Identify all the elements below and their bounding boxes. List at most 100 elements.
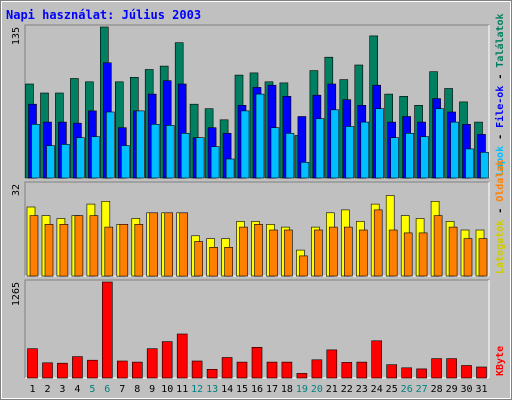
bar-lapok-day-19 <box>300 162 310 179</box>
bar-lapok-day-15 <box>240 110 250 179</box>
chart-panel-3: 1265 KByte <box>11 279 506 379</box>
bar-oldalak-day-24 <box>373 209 383 277</box>
bar-kbyte-day-22 <box>341 362 353 379</box>
bar-kbyte-day-19 <box>296 373 308 379</box>
bar-kbyte-day-27 <box>416 368 427 379</box>
legend-text: Látogatók - Oldalak <box>494 160 506 274</box>
x-tick-label: 10 <box>161 384 173 395</box>
bar-kbyte-day-13 <box>206 368 218 379</box>
legend-entry: File-ok <box>494 86 506 128</box>
x-tick-label: 19 <box>296 384 308 395</box>
bar-oldalak-day-3 <box>59 224 69 277</box>
legend-separator: - <box>495 202 506 220</box>
legend-separator: - <box>495 128 506 146</box>
x-tick-label: 27 <box>416 384 428 395</box>
x-tick-label: 29 <box>446 384 458 395</box>
legend-entry: Oldalak <box>495 160 506 202</box>
x-tick-label: 17 <box>266 384 278 395</box>
bar-oldalak-day-7 <box>119 224 129 277</box>
x-tick-label: 26 <box>401 384 413 395</box>
bar-oldalak-day-20 <box>314 229 323 277</box>
bar-oldalak-day-12 <box>194 241 203 277</box>
bar-lapok-day-20 <box>315 118 325 179</box>
bar-lapok-day-10 <box>165 125 175 179</box>
chart-title: Napi használat: Július 2003 <box>6 8 201 22</box>
legend-entry: Látogatók <box>494 220 506 274</box>
bar-oldalak-day-17 <box>269 229 278 277</box>
bar-lapok-day-7 <box>121 145 130 179</box>
bar-oldalak-day-26 <box>403 232 413 277</box>
x-tick-label: 13 <box>206 384 218 395</box>
bar-oldalak-day-8 <box>134 224 144 277</box>
bar-oldalak-day-18 <box>284 229 293 277</box>
bar-kbyte-day-8 <box>132 361 143 379</box>
bar-kbyte-day-2 <box>42 362 53 379</box>
bar-lapok-day-30 <box>465 148 474 179</box>
bar-oldalak-day-19 <box>299 255 308 277</box>
bar-oldalak-day-10 <box>164 212 173 277</box>
bar-kbyte-day-9 <box>146 348 158 379</box>
bar-lapok-day-18 <box>285 133 295 179</box>
bar-kbyte-day-4 <box>72 356 83 379</box>
legend-text: Lapok - File-ok - Találatok <box>494 13 506 176</box>
x-tick-label: 14 <box>221 384 233 395</box>
bar-lapok-day-22 <box>345 126 355 179</box>
bar-kbyte-day-12 <box>191 360 203 379</box>
bar-lapok-day-11 <box>180 133 190 179</box>
legend-entry: Lapok <box>495 146 506 176</box>
bar-lapok-day-1 <box>31 124 40 179</box>
bar-lapok-day-3 <box>61 144 70 179</box>
x-tick-label: 16 <box>251 384 263 395</box>
bar-oldalak-day-11 <box>179 212 188 277</box>
bar-oldalak-day-4 <box>74 215 84 277</box>
legend-entry: Találatok <box>494 13 506 67</box>
x-tick-label: 18 <box>281 384 293 395</box>
bar-lapok-day-9 <box>150 124 160 179</box>
bar-lapok-day-8 <box>136 110 145 179</box>
x-tick-label: 8 <box>134 384 140 395</box>
bar-lapok-day-12 <box>195 137 205 179</box>
y-max-label: 1265 <box>11 282 22 306</box>
bar-kbyte-day-29 <box>446 358 457 379</box>
bar-kbyte-day-17 <box>266 361 278 379</box>
bar-lapok-day-23 <box>360 121 370 179</box>
bar-oldalak-day-14 <box>224 247 233 277</box>
bar-lapok-day-21 <box>330 109 340 179</box>
bar-oldalak-day-28 <box>433 215 443 277</box>
bar-kbyte-day-23 <box>356 361 368 379</box>
bar-lapok-day-5 <box>91 136 100 179</box>
x-tick-label: 21 <box>326 384 338 395</box>
bar-oldalak-day-22 <box>343 226 353 277</box>
chart-panels: 135 Lapok - File-ok - Találatok 32 Látogató… <box>11 13 506 379</box>
bar-oldalak-day-1 <box>29 215 39 277</box>
x-axis-labels: 1 2 3 4 5 6 7 8 9 10 11 12 13 14 15 16 17 18 19 20 21 22 23 24 2… <box>29 384 487 395</box>
bar-lapok-day-14 <box>225 158 235 179</box>
bar-lapok-day-6 <box>106 111 115 179</box>
legend-separator: - <box>495 68 506 86</box>
x-tick-label: 4 <box>74 384 80 395</box>
bar-lapok-day-27 <box>420 136 429 179</box>
bar-lapok-day-16 <box>255 93 265 179</box>
chart-panel-1: 135 Lapok - File-ok - Találatok <box>11 13 506 179</box>
bar-oldalak-day-25 <box>388 229 398 277</box>
bar-kbyte-day-25 <box>386 364 398 379</box>
bar-kbyte-day-7 <box>117 360 128 379</box>
bar-lapok-day-29 <box>450 121 459 179</box>
bar-kbyte-day-5 <box>87 359 98 379</box>
x-tick-label: 11 <box>176 384 188 395</box>
panel-legend: Látogatók - Oldalak <box>494 160 506 274</box>
x-tick-label: 20 <box>311 384 323 395</box>
x-tick-label: 24 <box>371 384 383 395</box>
bar-kbyte-day-24 <box>371 340 383 379</box>
bar-kbyte-day-30 <box>461 365 472 379</box>
panel-legend: Lapok - File-ok - Találatok <box>494 13 506 176</box>
bar-kbyte-day-31 <box>476 366 487 379</box>
bar-oldalak-day-13 <box>209 247 218 277</box>
bar-oldalak-day-6 <box>104 226 114 277</box>
x-tick-label: 28 <box>431 384 443 395</box>
x-tick-label: 31 <box>475 384 487 395</box>
x-tick-label: 9 <box>149 384 155 395</box>
x-tick-label: 25 <box>386 384 398 395</box>
bar-kbyte-day-3 <box>57 362 68 379</box>
